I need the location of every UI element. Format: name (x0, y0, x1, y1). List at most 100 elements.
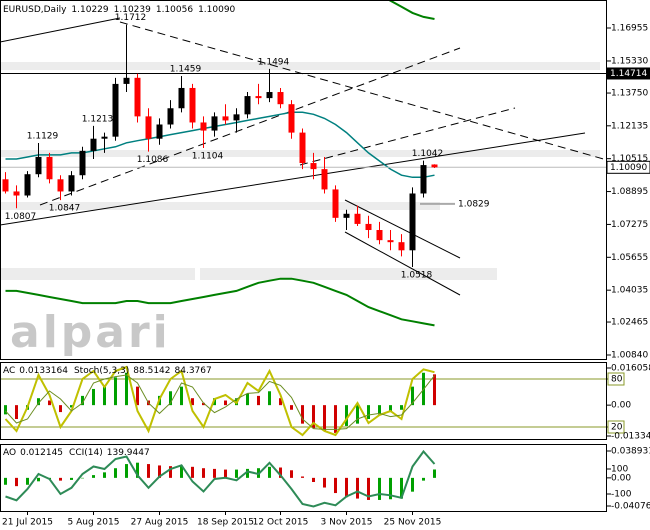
histogram-bar (290, 470, 293, 478)
histogram-bar (246, 393, 249, 406)
price-annotation: 1.0518 (401, 270, 433, 280)
price-annotation: 1.1712 (115, 13, 147, 23)
price-annotation: 1.0847 (49, 204, 81, 214)
y-tick-label: 0.016058 (611, 363, 650, 373)
histogram-bar (169, 466, 172, 478)
y-tick-label: 0.00 (611, 401, 631, 411)
candle-body (134, 77, 141, 117)
chart-title: EURUSD,Daily 1.10229 1.10239 1.10056 1.10090 (3, 5, 236, 15)
histogram-bar (81, 477, 84, 479)
candle-body (420, 165, 427, 194)
histogram-bar (268, 391, 271, 406)
histogram-bar (15, 405, 18, 420)
histogram-bar (323, 405, 326, 431)
y-tick-label: -100 (611, 490, 632, 500)
histogram-bar (334, 405, 337, 433)
histogram-bar (301, 476, 304, 478)
candle-body (145, 116, 152, 139)
trend-line (299, 107, 516, 166)
trend-line (0, 17, 121, 43)
ohlc-value: 1.10239 (114, 5, 151, 15)
candle-body (332, 189, 339, 218)
x-tick-label: 21 Jul 2015 (2, 518, 53, 528)
y-tick-label: -0.040769 (611, 502, 650, 512)
candle-body (222, 116, 229, 121)
ohlc-value: 1.10056 (156, 5, 193, 15)
resistance-box (607, 67, 650, 80)
panel-border (0, 362, 607, 440)
watermark: alpari (10, 307, 171, 358)
shade-band (0, 202, 440, 210)
histogram-bar (202, 402, 205, 406)
indicator-value: 139.9447 (107, 448, 150, 458)
candle-body (409, 193, 416, 251)
histogram-bar (257, 395, 260, 406)
histogram-bar (345, 405, 348, 426)
x-tick-label: 12 Oct 2015 (253, 518, 309, 528)
x-tick-label: 18 Sep 2015 (197, 518, 254, 528)
candle-body (288, 104, 295, 133)
indicator-value: 84.3767 (175, 366, 212, 376)
level-box (607, 372, 625, 386)
y-tick-label: 0.038931 (611, 446, 650, 456)
shade-band (200, 268, 497, 280)
histogram-bar (356, 405, 359, 424)
panel-bg (0, 444, 607, 512)
histogram-bar (422, 477, 425, 481)
indicator-value: 0.012145 (20, 448, 63, 458)
histogram-bar (37, 477, 40, 482)
histogram-bar (37, 398, 40, 406)
histogram-bar (125, 464, 128, 478)
histogram-bar (136, 462, 139, 478)
symbol: EURUSD,Daily (3, 5, 67, 15)
shade-band (0, 268, 195, 280)
shade-band (0, 62, 600, 70)
y-tick-label: 1.15330 (611, 56, 648, 66)
resistance-label: 1.14714 (610, 69, 647, 79)
y-tick-label: 1.07275 (611, 220, 648, 230)
y-tick-label: -0.013342 (611, 432, 650, 442)
candle-body (387, 240, 394, 243)
histogram-bar (59, 477, 62, 481)
price-annotation: 1.1104 (192, 152, 224, 162)
y-tick-label: 1.05655 (611, 253, 648, 263)
histogram-bar (378, 477, 381, 500)
candle-body (354, 213, 361, 224)
histogram-bar (345, 477, 348, 498)
histogram-bar (378, 405, 381, 415)
candle-body (277, 92, 284, 105)
histogram-bar (356, 477, 359, 499)
histogram-bar (224, 400, 227, 406)
histogram-bar (81, 395, 84, 406)
histogram-bar (180, 465, 183, 478)
histogram-bar (411, 386, 414, 406)
y-tick-label: 80 (611, 375, 623, 385)
x-tick-label: 27 Aug 2015 (131, 518, 189, 528)
histogram-bar (433, 469, 436, 478)
histogram-bar (367, 477, 370, 500)
y-tick-label: 1.08895 (611, 187, 648, 197)
trend-line (0, 132, 586, 226)
histogram-bar (312, 405, 315, 429)
price-annotation: 1.1213 (82, 114, 114, 124)
candle-body (365, 223, 372, 231)
y-tick-label: 1.04035 (611, 286, 648, 296)
y-tick-label: 0.00 (611, 473, 631, 483)
y-tick-label: 100 (611, 465, 628, 475)
price-annotation: 1.1494 (258, 57, 290, 67)
histogram-bar (290, 405, 293, 410)
histogram-bar (268, 466, 271, 478)
candle-body (244, 96, 251, 115)
histogram-bar (26, 477, 29, 485)
support-label: 1.0829 (458, 199, 490, 209)
candle-body (343, 213, 350, 218)
histogram-bar (103, 472, 106, 478)
y-tick-label: 1.13750 (611, 89, 648, 99)
ohlc-value: 1.10090 (198, 5, 235, 15)
histogram-bar (92, 388, 95, 406)
indicator-line (5, 277, 435, 327)
x-tick-label: 5 Aug 2015 (68, 518, 120, 528)
y-tick-label: 1.12135 (611, 121, 648, 131)
